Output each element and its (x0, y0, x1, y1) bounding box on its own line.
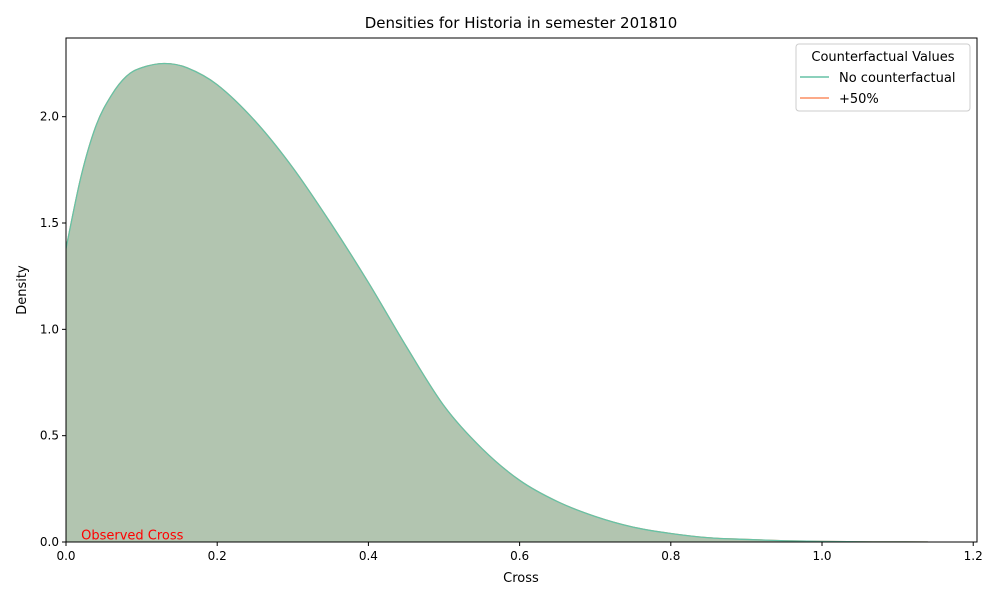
x-axis: 0.0 0.2 0.4 0.6 0.8 1.0 1.2 (56, 542, 983, 563)
legend-title: Counterfactual Values (811, 50, 954, 65)
x-tick-label: 1.2 (964, 549, 983, 563)
y-tick-label: 2.0 (40, 110, 59, 124)
legend-label-0: No counterfactual (839, 71, 955, 86)
x-tick-label: 1.0 (812, 549, 831, 563)
series-area-0 (66, 63, 928, 542)
y-tick-label: 1.5 (40, 216, 59, 230)
legend-label-1: +50% (839, 92, 879, 107)
series-line-0 (66, 62, 928, 542)
series-layer (66, 62, 928, 542)
y-tick-label: 1.0 (40, 322, 59, 336)
legend-box (795, 43, 971, 112)
y-axis-label: Density (15, 265, 30, 315)
y-tick-label: 0.0 (40, 535, 59, 549)
x-axis-label: Cross (503, 571, 539, 586)
x-tick-label: 0.2 (208, 549, 227, 563)
x-tick-label: 0.0 (56, 549, 75, 563)
plot-area: Observed Cross (65, 37, 978, 544)
x-tick-label: 0.4 (359, 549, 378, 563)
y-axis: 0.0 0.5 1.0 1.5 2.0 (40, 110, 66, 549)
x-tick-label: 0.8 (661, 549, 680, 563)
chart-title: Densities for Historia in semester 20181… (365, 14, 678, 32)
legend: Counterfactual Values No counterfactual +… (795, 43, 971, 112)
x-tick-label: 0.6 (510, 549, 529, 563)
y-tick-label: 0.5 (40, 429, 59, 443)
plot-frame (65, 37, 978, 543)
legend-entries: No counterfactual +50% (800, 71, 955, 107)
observed-annotation: Observed Cross (81, 529, 184, 544)
